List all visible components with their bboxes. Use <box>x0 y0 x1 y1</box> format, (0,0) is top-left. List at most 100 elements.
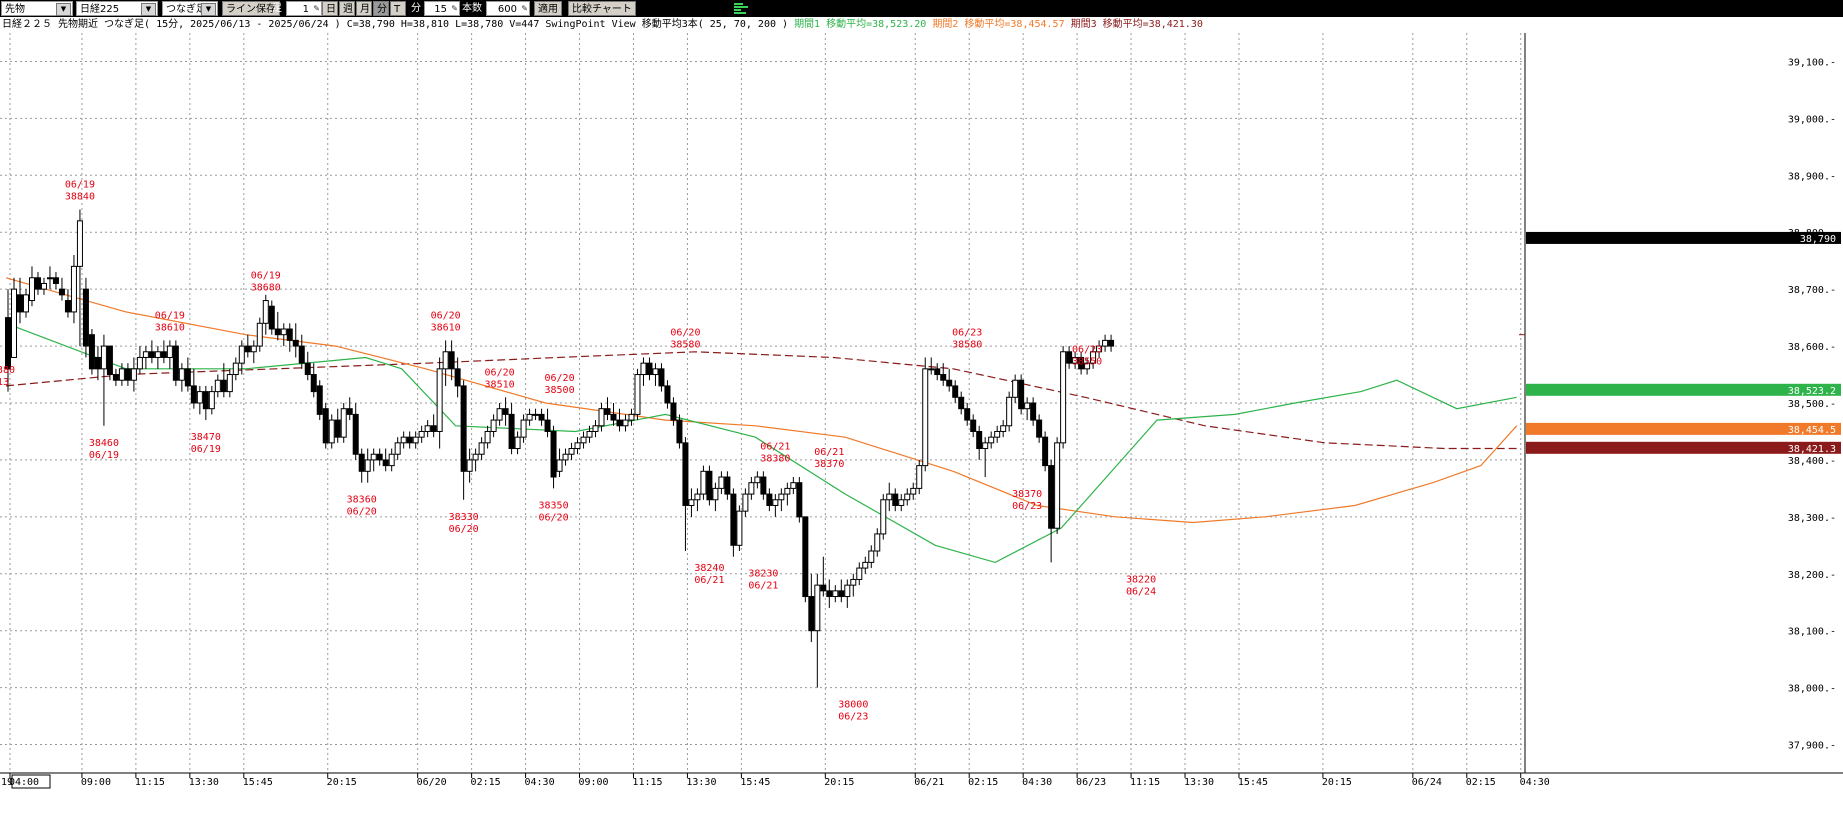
tick-button[interactable]: T <box>390 1 406 16</box>
compare-chart-button[interactable]: 比較チャート <box>568 1 636 16</box>
swing-date: 06/20 <box>449 524 479 535</box>
candle <box>538 408 545 426</box>
candle-body <box>484 430 491 444</box>
candle <box>658 363 665 392</box>
candle-body <box>910 487 917 495</box>
candle-body <box>1000 425 1007 432</box>
x-tick-label: 13:30 <box>189 777 219 788</box>
candle <box>826 579 833 608</box>
candle <box>466 448 473 483</box>
candle <box>784 482 791 506</box>
candle <box>1006 391 1013 432</box>
candle <box>58 277 65 301</box>
candle-body <box>1036 419 1043 438</box>
candle <box>250 340 257 364</box>
candle <box>184 357 191 392</box>
month-button[interactable]: 月 <box>356 1 372 16</box>
candle <box>124 363 131 386</box>
candle <box>586 425 593 443</box>
week-button[interactable]: 週 <box>339 1 355 16</box>
candle <box>496 403 503 426</box>
day-button[interactable]: 日 <box>322 1 338 16</box>
swing-price: 38370 <box>1012 489 1042 500</box>
price-tag-bg <box>1526 441 1841 454</box>
candle <box>370 448 377 472</box>
candle <box>592 420 599 438</box>
candle-body <box>364 459 371 472</box>
candle <box>88 329 95 375</box>
candle-body <box>214 379 221 393</box>
candle-body <box>682 442 689 506</box>
candle-body <box>1102 339 1109 347</box>
count-input[interactable]: 600 ✎ <box>486 1 530 16</box>
minute-button[interactable]: 分 <box>373 1 389 16</box>
swing-date: 06/19 <box>251 271 281 282</box>
ma2-info: 期間2 移動平均=38,454.57 <box>932 19 1065 30</box>
candle-body <box>292 339 299 347</box>
candle-body <box>280 328 287 336</box>
price-tag-bg <box>1526 383 1841 396</box>
candle-body <box>232 362 239 376</box>
candle-body <box>706 470 713 501</box>
price-tag: 38,421.3 <box>1526 441 1841 455</box>
candle-body <box>382 459 389 467</box>
candle <box>298 334 305 369</box>
candle-body <box>676 419 683 444</box>
minutes-input[interactable]: 15 ✎ <box>424 1 460 16</box>
ashi-input[interactable]: 1 ✎ <box>286 1 322 16</box>
candlestick-chart[interactable]: 37,900.- 38,000.- 38,100.- 38,200.- 38,300.-… <box>0 33 1843 815</box>
swing-date: 06/20 <box>544 373 574 384</box>
equalizer-icon[interactable] <box>733 2 751 15</box>
candle-body <box>220 379 227 393</box>
candle-body <box>22 294 29 313</box>
product-select[interactable]: 日経225 ▼ <box>76 1 158 16</box>
candle-body <box>52 277 59 284</box>
candle <box>484 425 491 449</box>
mode-select[interactable]: つなぎ足 ▼ <box>162 1 218 16</box>
price-tag-text: 38,421.3 <box>1788 444 1836 455</box>
candle-body <box>760 476 767 495</box>
swing-date: 06/21 <box>694 575 724 586</box>
swing-price: 380 <box>0 365 15 376</box>
candle <box>1012 374 1019 403</box>
candle-body <box>1030 402 1037 421</box>
chart-symbol-info: 日経２２５ 先物期近 つなぎ足( 15分, 2025/06/13 - 2025/… <box>2 19 789 30</box>
swing-price: 38350 <box>538 500 568 511</box>
candle <box>754 471 761 489</box>
candle-body <box>670 402 677 421</box>
candle <box>280 323 287 347</box>
minutes-label: 分 <box>411 3 421 14</box>
candle-body <box>712 487 719 501</box>
chevron-down-icon: ▼ <box>56 3 71 16</box>
candle <box>70 255 77 324</box>
minutes-input-value: 15 <box>434 4 447 15</box>
candle <box>22 289 29 318</box>
ashi-input-value: 1 <box>302 4 309 15</box>
candle-body <box>784 487 791 495</box>
candle-body <box>418 430 425 438</box>
candle-body <box>202 391 209 410</box>
market-select[interactable]: 先物 ▼ <box>1 1 73 16</box>
candle-body <box>814 584 821 632</box>
candle <box>310 363 317 398</box>
candle-body <box>934 368 941 376</box>
swing-date: 06/20 <box>670 327 700 338</box>
candle <box>1090 346 1097 369</box>
candle-body <box>472 453 479 461</box>
candle <box>1042 431 1049 472</box>
candle <box>694 488 701 512</box>
save-line-button[interactable]: ライン保存 <box>222 1 280 16</box>
candle-body <box>802 516 809 598</box>
swing-price: 38550 <box>1072 357 1102 368</box>
swing-date: 06/20 <box>431 310 461 321</box>
candle <box>220 363 227 398</box>
apply-button[interactable]: 適用 <box>534 1 562 16</box>
candle <box>622 414 629 432</box>
x-tick-label: 02:15 <box>471 777 501 788</box>
candle <box>706 465 713 506</box>
candle-body <box>574 442 581 450</box>
x-tick-label: 06/23 <box>1076 777 1106 788</box>
